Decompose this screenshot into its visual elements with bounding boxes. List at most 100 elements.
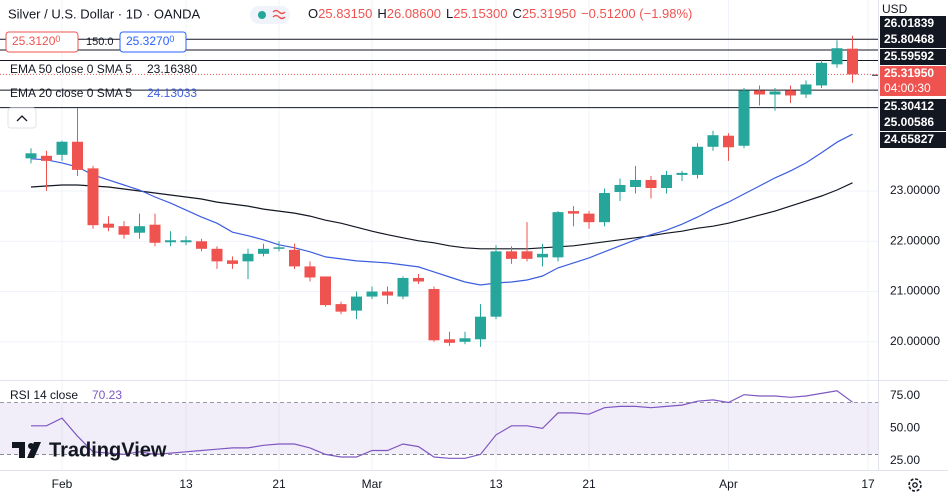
readout-value: 25.83150 — [318, 6, 372, 21]
collapse-button[interactable] — [7, 107, 37, 129]
candle-body — [800, 84, 812, 95]
ema-line — [30, 182, 853, 250]
candle-body — [428, 289, 440, 341]
candle-body — [180, 240, 192, 243]
candle-body — [397, 277, 409, 297]
candle-body — [459, 338, 471, 342]
extra-level-label-bg — [880, 99, 946, 115]
y-tick-label: 22.00000 — [890, 233, 940, 247]
candle-body — [490, 251, 502, 317]
level-label: 25.80468 — [884, 32, 934, 46]
candle-body — [738, 90, 750, 146]
candle-body — [630, 179, 641, 187]
rsi-line — [31, 390, 853, 459]
level-label-bg — [880, 32, 946, 48]
candle-body — [661, 174, 672, 188]
rsi-band — [0, 402, 878, 455]
readout-key: O — [308, 6, 318, 21]
candle-body — [816, 62, 827, 86]
candle-body — [645, 179, 657, 188]
level-label: 26.01839 — [884, 16, 934, 30]
candle-body — [320, 276, 331, 306]
candle-body — [676, 172, 688, 175]
readout-key: L — [446, 6, 453, 21]
x-tick-label: 21 — [272, 477, 286, 491]
candle-body — [258, 248, 269, 254]
spread: 150.0 — [86, 36, 114, 48]
candle-body — [134, 226, 145, 233]
sell-price-main: 25.3120 — [12, 34, 56, 48]
legend-value: 24.13033 — [147, 86, 197, 100]
candle-body — [165, 240, 176, 243]
candle-body — [41, 155, 52, 161]
candle-body — [227, 260, 238, 264]
x-tick-label: 13 — [179, 477, 193, 491]
candle-body — [87, 168, 99, 226]
candle-body — [72, 141, 83, 170]
candle-body — [583, 213, 595, 223]
level-label: 24.65827 — [884, 132, 934, 146]
candle-body — [692, 146, 703, 175]
candle-body — [521, 251, 533, 259]
sell-price: 25.31200 — [12, 34, 60, 48]
status-pill[interactable] — [250, 6, 290, 24]
settings-button[interactable] — [908, 478, 922, 492]
candle-body — [707, 135, 719, 147]
status-wave — [272, 9, 286, 20]
legend-value: 23.16380 — [147, 62, 197, 76]
candle-body — [289, 249, 300, 267]
candle-body — [413, 277, 424, 282]
x-tick-label: 17 — [861, 477, 875, 491]
x-tick-label: 13 — [489, 477, 503, 491]
status-icon[interactable] — [250, 6, 290, 24]
candle-body — [552, 212, 564, 258]
x-tick-label: Feb — [52, 477, 73, 491]
candle-body — [304, 266, 316, 278]
readout-value: 25.31950 — [522, 6, 576, 21]
logo-text: TradingView — [49, 439, 167, 461]
gear-outer[interactable] — [908, 478, 922, 492]
buy-price-small: 0 — [169, 34, 174, 44]
level-label-bg — [880, 132, 946, 148]
overlay: Feb 13 21 Mar 13 21 Apr 17 20.00000 21.00000 22.00… — [10, 6, 946, 491]
candle-body — [335, 304, 347, 312]
candle-body — [831, 48, 843, 65]
y-tick-label: 21.00000 — [890, 284, 940, 298]
y-tick-label: 20.00000 — [890, 334, 940, 348]
level-label-bg — [880, 49, 946, 65]
quote-panel[interactable]: 25.31200 150.0 25.32700 — [5, 31, 187, 53]
sell-box[interactable] — [5, 31, 79, 53]
candle-body — [444, 339, 455, 343]
ohlc-readout: O25.83150 H26.08600 L25.15300 C25.31950 −0.5… — [308, 6, 692, 21]
level-label: 25.00586 — [884, 115, 934, 129]
legend-name: EMA 20 close 0 SMA 5 — [10, 86, 132, 100]
readout-value: 25.15300 — [453, 6, 507, 21]
x-tick-label: Mar — [362, 477, 383, 491]
candle-body — [351, 296, 362, 311]
candle-body — [475, 316, 486, 340]
logo-dot — [28, 443, 34, 449]
candle-body — [847, 48, 858, 75]
rsi-legend-value: 70.23 — [92, 388, 122, 402]
candle-body — [537, 253, 548, 258]
candle-body — [56, 141, 68, 155]
ema-line — [30, 133, 853, 286]
legend-name: EMA 50 close 0 SMA 5 — [10, 62, 132, 76]
buy-box[interactable] — [119, 31, 187, 53]
extra-level-label: 25.30412 — [884, 99, 934, 113]
level-label: 25.59592 — [884, 49, 934, 63]
candle-body — [568, 211, 579, 214]
sell-price-small: 0 — [55, 34, 60, 44]
rsi-tick-label: 25.00 — [890, 453, 920, 467]
candle-body — [366, 291, 378, 297]
status-dot — [258, 11, 266, 19]
candle-body — [506, 251, 517, 259]
logo[interactable]: TradingView — [12, 439, 167, 461]
candle-body — [754, 90, 765, 95]
candle-body — [723, 135, 734, 148]
candle-body — [149, 224, 161, 243]
buy-price-main: 25.3270 — [126, 34, 170, 48]
countdown: 04:00:30 — [884, 81, 931, 95]
rsi-legend-name: RSI 14 close — [10, 388, 78, 402]
